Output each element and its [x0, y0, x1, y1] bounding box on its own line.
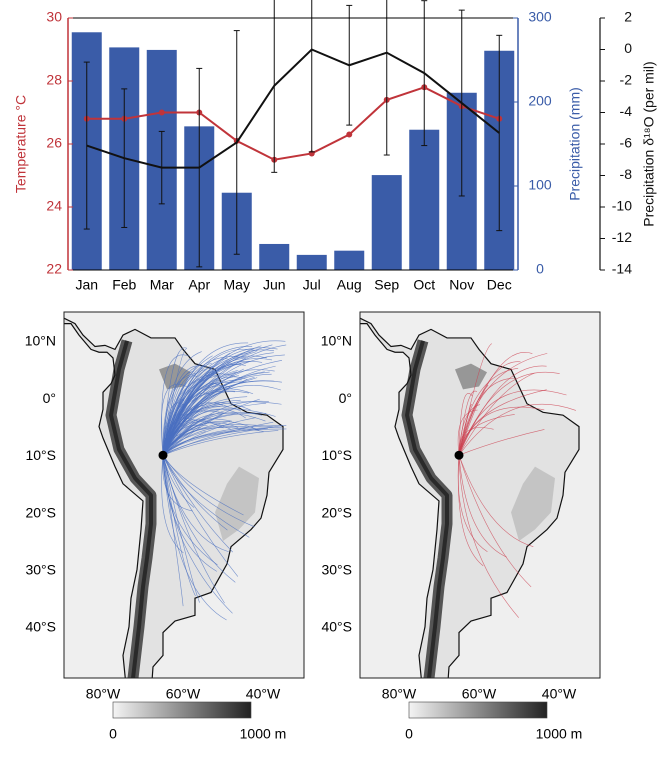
y3-axis-label: Precipitation δ¹⁸O (per mil) — [641, 61, 657, 226]
lon-label: 40°W — [246, 686, 281, 702]
y-tick-label: 22 — [46, 261, 62, 277]
x-tick-label: Dec — [487, 277, 512, 293]
y2-tick-label: 100 — [528, 177, 552, 193]
colorbar-label: 0 — [405, 726, 413, 742]
colorbar — [409, 702, 547, 718]
y2-tick-label: 200 — [528, 93, 552, 109]
y3-tick-label: -14 — [612, 261, 632, 277]
y2-axis-label: Precipitation (mm) — [567, 87, 583, 201]
y-tick-label: 24 — [46, 198, 62, 214]
x-tick-label: Mar — [150, 277, 174, 293]
bar — [409, 130, 439, 270]
colorbar-label: 0 — [109, 726, 117, 742]
bar — [372, 175, 402, 270]
bar — [334, 251, 364, 270]
y3-tick-label: -2 — [620, 72, 633, 88]
y-tick-label: 28 — [46, 72, 62, 88]
x-tick-label: Sep — [374, 277, 399, 293]
lat-label: 0° — [43, 390, 56, 406]
y-tick-label: 30 — [46, 9, 62, 25]
lon-label: 80°W — [86, 686, 121, 702]
x-tick-label: Jan — [75, 277, 98, 293]
y-tick-label: 26 — [46, 135, 62, 151]
x-tick-label: Feb — [112, 277, 136, 293]
marker — [159, 110, 165, 116]
x-tick-label: Aug — [337, 277, 362, 293]
lon-label: 60°W — [166, 686, 201, 702]
colorbar-label: 1000 m — [240, 726, 287, 742]
y2-tick-label: 300 — [528, 9, 552, 25]
lon-label: 80°W — [382, 686, 417, 702]
y-axis-label: Temperature °C — [13, 95, 29, 193]
site-marker — [159, 451, 168, 460]
x-tick-label: Nov — [449, 277, 474, 293]
lat-label: 30°S — [321, 562, 352, 578]
bar — [297, 255, 327, 270]
lat-label: 10°S — [321, 447, 352, 463]
lat-label: 10°N — [321, 333, 352, 349]
lat-label: 20°S — [321, 504, 352, 520]
x-tick-label: May — [224, 277, 250, 293]
lat-label: 30°S — [25, 562, 56, 578]
x-tick-label: Jul — [303, 277, 321, 293]
lat-label: 40°S — [321, 619, 352, 635]
lat-label: 40°S — [25, 619, 56, 635]
lat-label: 10°S — [25, 447, 56, 463]
site-marker — [455, 451, 464, 460]
x-tick-label: Jun — [263, 277, 286, 293]
y3-tick-label: 2 — [624, 9, 632, 25]
y3-tick-label: -8 — [620, 166, 633, 182]
y2-tick-label: 0 — [536, 261, 544, 277]
colorbar-label: 1000 m — [536, 726, 583, 742]
colorbar — [113, 702, 251, 718]
lat-label: 0° — [339, 390, 352, 406]
y3-tick-label: -12 — [612, 229, 632, 245]
x-tick-label: Apr — [188, 277, 210, 293]
figure: 22242628300100200300-14-12-10-8-6-4-202J… — [0, 0, 662, 767]
lat-label: 20°S — [25, 504, 56, 520]
bar — [259, 244, 289, 270]
x-tick-label: Oct — [413, 277, 435, 293]
lat-label: 10°N — [25, 333, 56, 349]
y3-tick-label: -6 — [620, 135, 633, 151]
y3-tick-label: 0 — [624, 40, 632, 56]
lon-label: 60°W — [462, 686, 497, 702]
y3-tick-label: -4 — [620, 103, 633, 119]
lon-label: 40°W — [542, 686, 577, 702]
y3-tick-label: -10 — [612, 198, 632, 214]
marker — [346, 132, 352, 138]
